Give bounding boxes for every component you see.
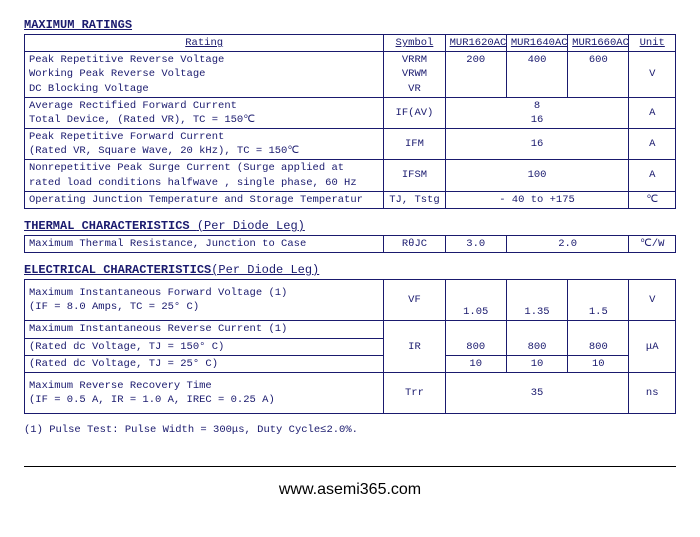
symbol-line: VRRM [402, 54, 427, 66]
title-text: THERMAL CHARACTERISTICS [24, 219, 197, 233]
value-cell: 16 [445, 129, 629, 160]
unit-cell: V [629, 52, 676, 98]
table-row: Maximum Thermal Resistance, Junction to … [25, 235, 676, 252]
rating-cell: Maximum Thermal Resistance, Junction to … [25, 235, 384, 252]
value-cell: 10 [506, 355, 567, 372]
electrical-table: Maximum Instantaneous Forward Voltage (1… [24, 279, 676, 414]
symbol-cell: VRRM VRWM VR [384, 52, 445, 98]
rating-line: rated load conditions halfwave , single … [29, 177, 357, 189]
unit-cell: ns [629, 372, 676, 413]
rating-line: Nonrepetitive Peak Surge Current (Surge … [29, 162, 344, 174]
symbol-line: VRWM [402, 68, 427, 80]
value-cell: 3.0 [445, 235, 506, 252]
title-sub: (Per Diode Leg) [197, 219, 305, 233]
symbol-cell: VF [384, 280, 445, 321]
maximum-ratings-title: MAXIMUM RATINGS [24, 18, 676, 32]
unit-cell: ℃ [629, 191, 676, 208]
value-cell: 800 [568, 321, 629, 355]
rating-line: (IF = 8.0 Amps, TC = 25° C) [29, 301, 199, 313]
unit-cell: μA [629, 321, 676, 373]
symbol-cell: RθJC [384, 235, 445, 252]
value-cell: 8 16 [445, 97, 629, 128]
value-cell: 800 [506, 321, 567, 355]
rating-cell: Peak Repetitive Forward Current (Rated V… [25, 129, 384, 160]
col-part2: MUR1640AC [506, 35, 567, 52]
table-row: Average Rectified Forward Current Total … [25, 97, 676, 128]
rating-line: Peak Repetitive Reverse Voltage [29, 54, 224, 66]
unit-cell: A [629, 97, 676, 128]
value-cell: 100 [445, 160, 629, 191]
value-cell: 400 [506, 52, 567, 98]
thermal-title: THERMAL CHARACTERISTICS (Per Diode Leg) [24, 219, 676, 233]
footnote: (1) Pulse Test: Pulse Width = 300μs, Dut… [24, 424, 676, 436]
symbol-cell: Trr [384, 372, 445, 413]
rating-cell: Nonrepetitive Peak Surge Current (Surge … [25, 160, 384, 191]
table-row: Peak Repetitive Forward Current (Rated V… [25, 129, 676, 160]
rating-cell: Maximum Instantaneous Forward Voltage (1… [25, 280, 384, 321]
table-row: Maximum Instantaneous Forward Voltage (1… [25, 280, 676, 321]
table-row: Operating Junction Temperature and Stora… [25, 191, 676, 208]
divider [24, 466, 676, 467]
symbol-cell: IFSM [384, 160, 445, 191]
rating-line: Average Rectified Forward Current [29, 100, 237, 112]
value-line: 8 [534, 100, 540, 112]
table-row: (Rated dc Voltage, TJ = 25° C) 10 10 10 [25, 355, 676, 372]
value-line: 16 [531, 114, 544, 126]
rating-line: Maximum Instantaneous Forward Voltage (1… [29, 287, 287, 299]
col-rating: Rating [25, 35, 384, 52]
title-sub: (Per Diode Leg) [211, 263, 319, 277]
value-cell: 600 [568, 52, 629, 98]
rating-cell: Operating Junction Temperature and Stora… [25, 191, 384, 208]
unit-cell: ℃/W [629, 235, 676, 252]
table-row: Nonrepetitive Peak Surge Current (Surge … [25, 160, 676, 191]
rating-line: DC Blocking Voltage [29, 83, 149, 95]
symbol-line: VR [408, 83, 421, 95]
rating-cell: (Rated dc Voltage, TJ = 25° C) [25, 355, 384, 372]
col-part1: MUR1620AC [445, 35, 506, 52]
rating-line: Maximum Reverse Recovery Time [29, 380, 212, 392]
rating-line: Working Peak Reverse Voltage [29, 68, 205, 80]
unit-cell: A [629, 129, 676, 160]
rating-cell: Average Rectified Forward Current Total … [25, 97, 384, 128]
url-text: www.asemi365.com [24, 481, 676, 499]
value-cell: 1.5 [568, 280, 629, 321]
value-cell: - 40 to +175 [445, 191, 629, 208]
unit-cell: V [629, 280, 676, 321]
rating-cell: (Rated dc Voltage, TJ = 150° C) [25, 338, 384, 355]
table-row: Peak Repetitive Reverse Voltage Working … [25, 52, 676, 98]
title-text: ELECTRICAL CHARACTERISTICS [24, 263, 211, 277]
table-header-row: Rating Symbol MUR1620AC MUR1640AC MUR166… [25, 35, 676, 52]
symbol-cell: IF(AV) [384, 97, 445, 128]
symbol-cell: IR [384, 321, 445, 373]
value-cell: 1.35 [506, 280, 567, 321]
value-cell: 800 [445, 321, 506, 355]
rating-line: Peak Repetitive Forward Current [29, 131, 224, 143]
col-symbol: Symbol [384, 35, 445, 52]
rating-line: Total Device, (Rated VR), TC = 150℃ [29, 114, 255, 126]
value-cell: 10 [568, 355, 629, 372]
col-unit: Unit [629, 35, 676, 52]
value-cell: 35 [445, 372, 629, 413]
table-row: Maximum Reverse Recovery Time (IF = 0.5 … [25, 372, 676, 413]
thermal-table: Maximum Thermal Resistance, Junction to … [24, 235, 676, 253]
unit-cell: A [629, 160, 676, 191]
symbol-cell: TJ, Tstg [384, 191, 445, 208]
symbol-cell: IFM [384, 129, 445, 160]
rating-line: (Rated VR, Square Wave, 20 kHz), TC = 15… [29, 145, 299, 157]
maximum-ratings-table: Rating Symbol MUR1620AC MUR1640AC MUR166… [24, 34, 676, 209]
value-cell: 200 [445, 52, 506, 98]
col-part3: MUR1660AC [568, 35, 629, 52]
rating-cell: Maximum Instantaneous Reverse Current (1… [25, 321, 384, 338]
value-cell: 1.05 [445, 280, 506, 321]
rating-cell: Maximum Reverse Recovery Time (IF = 0.5 … [25, 372, 384, 413]
rating-cell: Peak Repetitive Reverse Voltage Working … [25, 52, 384, 98]
value-cell: 10 [445, 355, 506, 372]
rating-line: (IF = 0.5 A, IR = 1.0 A, IREC = 0.25 A) [29, 394, 275, 406]
electrical-title: ELECTRICAL CHARACTERISTICS(Per Diode Leg… [24, 263, 676, 277]
table-row: Maximum Instantaneous Reverse Current (1… [25, 321, 676, 338]
value-cell: 2.0 [506, 235, 629, 252]
